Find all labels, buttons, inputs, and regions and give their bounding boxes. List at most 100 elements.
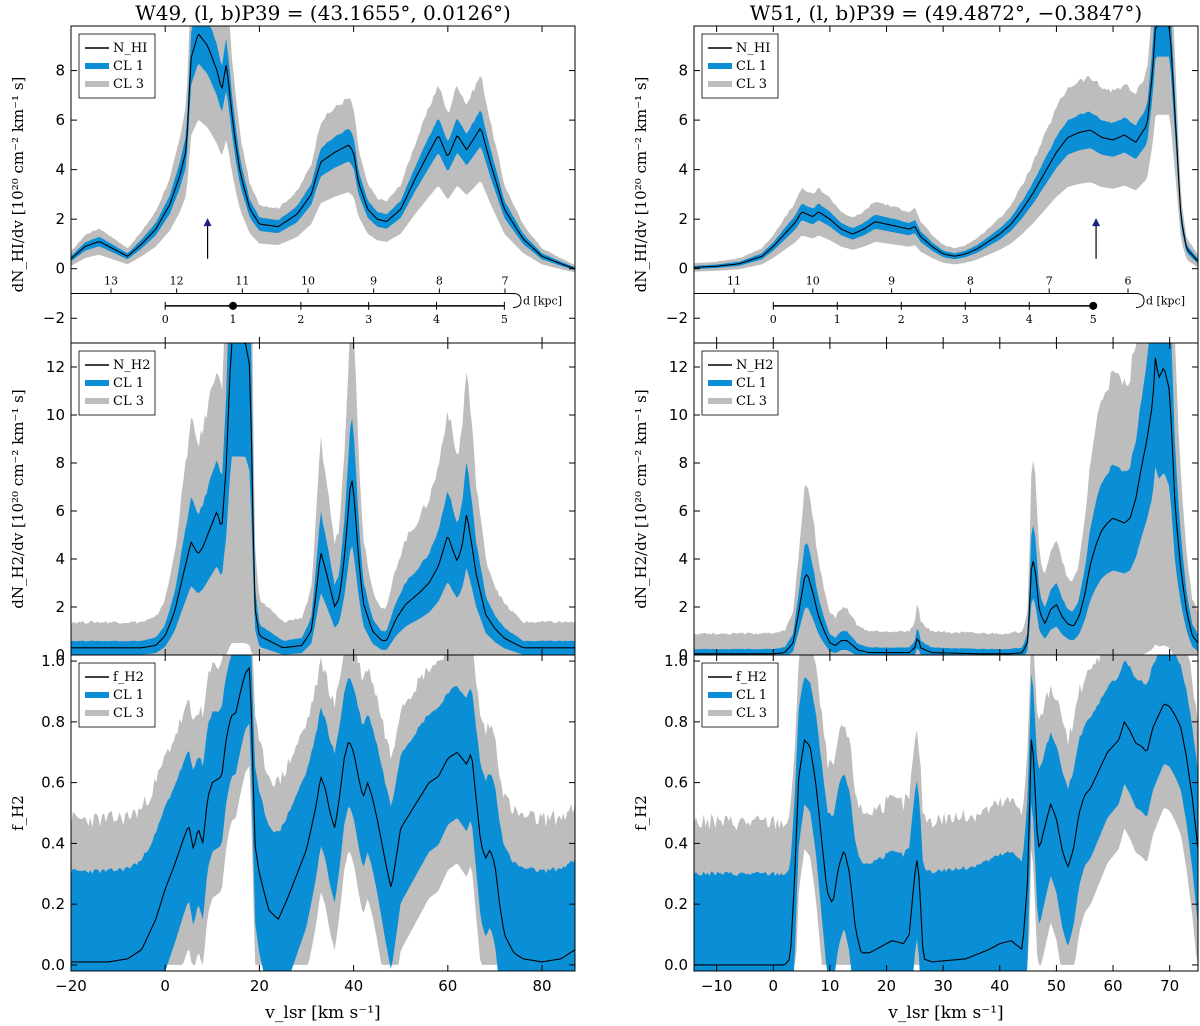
x-tick-label: 80 [532,977,551,995]
plot-area [71,655,575,971]
legend-label: CL 3 [113,394,144,409]
series-line [71,33,575,270]
legend: N_H2 CL 1 CL 3 [78,350,156,416]
galactocentric-tick-label: 9 [370,274,377,287]
distance-tick-label: 4 [1026,313,1033,326]
y-tick-label: 6 [678,502,688,520]
y-tick-label: 12 [669,358,688,376]
legend: N_HI CL 1 CL 3 [78,33,156,99]
distance-tick-label: 3 [365,313,372,326]
y-tick-label: 0.2 [41,895,65,913]
galactocentric-tick-label: 10 [301,274,315,287]
legend: N_HI CL 1 CL 3 [701,33,779,99]
y-tick-label: 4 [678,550,688,568]
cl3-band [694,343,1198,655]
distance-tick-label: 2 [898,313,905,326]
galactocentric-tick-label: 8 [967,274,974,287]
legend-label: f_H2 [113,670,144,685]
legend-label: f_H2 [736,670,767,685]
y-axis-label: dN_H2/dv [10²⁰ cm⁻² km⁻¹ s] [9,389,27,608]
y-tick-label: 6 [55,111,65,129]
x-tick-label: 60 [438,977,457,995]
y-tick-label: 0.8 [664,713,688,731]
legend-box [78,33,156,99]
y-tick-label: 0.6 [41,774,65,792]
x-axis-label: v_lsr [km s⁻¹] [264,1003,380,1023]
legend: f_H2 CL 1 CL 3 [701,662,779,728]
plot-area [694,655,1198,971]
figure-root: W49, (l, b)P39 = (43.1655°, 0.0126°)−202… [9,1,1199,1023]
series-line [71,666,575,963]
distance-unit-label: d [kpc] [523,294,562,307]
y-tick-label: 10 [669,406,688,424]
galactocentric-tick-label: 11 [727,274,741,287]
legend-label: CL 1 [113,688,144,703]
distance-unit-label: d [kpc] [1146,294,1185,307]
legend: f_H2 CL 1 CL 3 [78,662,156,728]
y-tick-label: 2 [55,598,65,616]
y-tick-label: 0 [55,646,65,664]
distance-tick-label: 0 [162,313,169,326]
galactocentric-tick-label: 7 [502,274,509,287]
panel-h2: 0 2 4 6 8 10 12 dN_H2/dv [10²⁰ cm⁻² km⁻¹ s] N_H2… [9,342,576,664]
cl1-band [71,655,575,971]
legend: N_H2 CL 1 CL 3 [701,350,779,416]
chart-title: W51, (l, b)P39 = (49.4872°, −0.3847°) [750,1,1142,25]
distance-tick-label: 2 [297,313,304,326]
x-tick-label: −20 [55,977,87,995]
y-axis-label: dN_HI/dv [10²⁰ cm⁻² km⁻¹ s] [632,77,650,293]
axes-frame [70,654,576,972]
series-line [694,703,1198,966]
chart-w51: W51, (l, b)P39 = (49.4872°, −0.3847°) −2 0… [632,1,1199,1023]
legend-label: CL 1 [736,688,767,703]
distance-axis-bend [512,292,522,308]
galactocentric-tick-label: 12 [170,274,184,287]
x-tick-label: 40 [990,977,1009,995]
x-tick-label: 60 [1104,977,1123,995]
galactocentric-tick-label: 6 [1125,274,1132,287]
y-tick-label: 0.4 [664,834,688,852]
panel-fh2: 0.0 0.2 0.4 0.6 0.8 1.0 −10 0 10 20 30 40 50 60 70 f_H2… [632,652,1199,995]
legend-label: N_HI [113,41,147,56]
source-distance-marker [1089,301,1098,310]
y-tick-label: 2 [55,210,65,228]
y-tick-label: −2 [666,309,688,327]
y-tick-label: 0.4 [41,834,65,852]
x-tick-label: 10 [820,977,839,995]
y-tick-label: 4 [678,161,688,179]
y-tick-label: 0 [678,260,688,278]
series-line [694,26,1198,269]
legend-label: CL 3 [113,77,144,92]
x-tick-label: 20 [250,977,269,995]
cl1-band [71,343,575,655]
y-tick-label: 2 [678,210,688,228]
y-tick-label: 0 [678,646,688,664]
galactocentric-tick-label: 13 [104,274,118,287]
y-tick-label: 8 [55,62,65,80]
plot-area [71,343,575,655]
plot-area [694,26,1198,272]
source-distance-marker [229,301,238,310]
y-tick-label: −2 [43,309,65,327]
x-tick-label: 0 [160,977,170,995]
legend-label: CL 1 [736,59,767,74]
y-tick-label: 0 [55,260,65,278]
y-tick-label: 6 [678,111,688,129]
legend-label: CL 1 [113,59,144,74]
panel-hi: −2 0 2 4 6 8 dN_HI/dv [10²⁰ cm⁻² km⁻¹ s] N_HI CL… [632,25,1199,344]
legend-label: N_H2 [736,358,773,373]
x-tick-label: 0 [769,977,779,995]
legend-label: CL 3 [736,394,767,409]
x-tick-label: 70 [1160,977,1179,995]
source-arrow-head [1092,218,1101,227]
galactocentric-tick-label: 9 [888,274,895,287]
y-axis-label: f_H2 [632,795,650,831]
series-line [694,357,1198,655]
y-tick-label: 4 [55,161,65,179]
plot-area [71,26,575,273]
y-tick-label: 10 [46,406,65,424]
y-tick-label: 0.8 [41,713,65,731]
galactocentric-tick-label: 10 [806,274,820,287]
plot-area [694,343,1198,655]
